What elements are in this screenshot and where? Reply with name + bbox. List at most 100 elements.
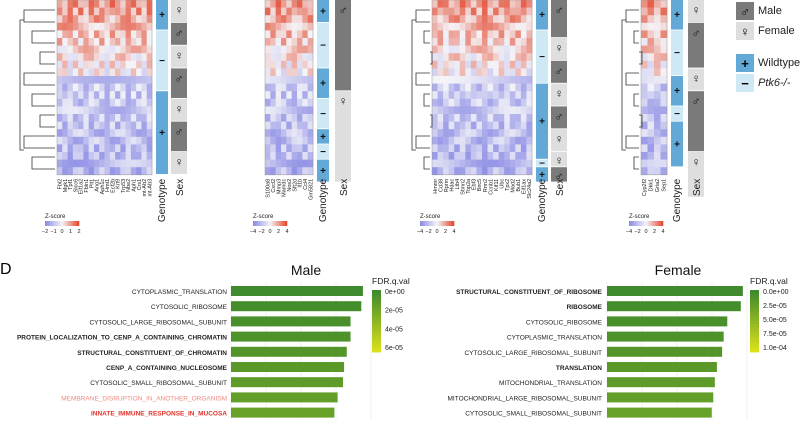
dendrogram-branch [23, 9, 55, 23]
heatmap-cell [286, 152, 292, 160]
heatmap-cell [515, 22, 522, 31]
heatmap-cell [487, 60, 494, 69]
zscore-colorbar-step [56, 221, 59, 226]
zscore-colorbar-step [431, 221, 434, 226]
heatmap-cell [275, 7, 282, 16]
genotype-cell-label: − [320, 147, 326, 158]
heatmap-cell [83, 7, 89, 16]
sex-cell [551, 38, 567, 60]
heatmap-cell [62, 121, 68, 130]
bar-category-label: RIBOSOME [567, 304, 603, 311]
heatmap-cell [448, 106, 455, 115]
heatmap-cell [647, 159, 655, 168]
heatmap-cell [286, 91, 292, 100]
heatmap-cell [88, 136, 95, 145]
heatmap-cell [515, 129, 522, 138]
heatmap-cell [660, 45, 668, 54]
dendrogram-branch [415, 72, 430, 86]
heatmap-cell [437, 7, 444, 16]
bar-mark [231, 301, 362, 312]
heatmap-cell [275, 45, 282, 54]
heatmap-cell [432, 53, 438, 62]
heatmap-cell [291, 68, 298, 77]
heatmap-cell [125, 7, 132, 16]
heatmap-cell [487, 45, 494, 54]
heatmap-cell [647, 7, 655, 16]
heatmap-cell [307, 114, 314, 122]
heatmap-cell [470, 91, 477, 100]
heatmap-cell [78, 144, 84, 153]
heatmap-cell [93, 121, 100, 130]
heatmap-cell [647, 53, 655, 62]
heatmap-cell [93, 0, 100, 8]
bar-category-label: CYTOSOLIC_LARGE_RIBOSOMAL_SUBUNIT [89, 319, 227, 326]
heatmap-cell [125, 136, 132, 145]
heatmap-cell [57, 152, 63, 160]
heatmap-cell [93, 60, 100, 69]
legend-male-label: Male [758, 5, 782, 17]
heatmap-cell [297, 0, 303, 8]
dendrogram-branch [423, 93, 430, 107]
heatmap-cell [115, 152, 121, 160]
heatmap-cell [432, 121, 438, 130]
heatmap-cell [307, 60, 314, 69]
heatmap-cell [83, 15, 89, 24]
genotype-axis-label: Genotype [537, 178, 548, 222]
heatmap-cell [83, 159, 89, 168]
fdr-colorbar-step [372, 339, 381, 344]
heatmap-cell [509, 38, 516, 46]
heatmap-cell [78, 45, 84, 54]
heatmap-cell [275, 136, 282, 145]
dendrogram-branch [39, 114, 55, 128]
heatmap-cell [125, 91, 132, 100]
heatmap-cell [93, 114, 100, 122]
heatmap-cell [281, 22, 287, 31]
heatmap-cell [482, 159, 488, 168]
heatmap-cell [448, 60, 455, 69]
heatmap-cell [265, 114, 271, 122]
heatmap-cell [286, 83, 292, 92]
bar-mark [231, 316, 351, 327]
heatmap-cell [275, 83, 282, 92]
heatmap-cell [448, 83, 455, 92]
heatmap-cell [67, 91, 74, 100]
bar-mark [607, 346, 723, 357]
gene-label: Slcc6 [73, 179, 79, 192]
heatmap-cell [109, 98, 116, 107]
heatmap-cell [465, 144, 472, 153]
sex-cell [551, 0, 567, 38]
heatmap-cell [509, 159, 516, 168]
heatmap-cell [78, 22, 84, 31]
sex-cell [551, 83, 567, 106]
heatmap-cell [465, 76, 472, 84]
heatmap-cell [448, 136, 455, 145]
heatmap-cell [448, 7, 455, 16]
heatmap-cell [302, 45, 308, 54]
heatmap-cell [78, 15, 84, 24]
gene-label: Stmn2 [461, 179, 467, 195]
genotype-cell-label: − [320, 109, 326, 120]
bar-category-label: CYTOSOLIC_RIBOSOME [526, 319, 603, 326]
heatmap-cell [487, 121, 494, 130]
heatmap-cell [465, 30, 472, 39]
heatmap-cell [302, 91, 308, 100]
heatmap-cell [526, 129, 533, 138]
heatmap-cell [297, 7, 303, 16]
zscore-colorbar-step [420, 221, 422, 226]
heatmap-cell [99, 91, 105, 100]
heatmap-cell [93, 91, 100, 100]
fdr-colorbar-step [750, 330, 759, 334]
zscore-colorbar-step [654, 221, 657, 226]
heatmap-cell [99, 45, 105, 54]
heatmap-cell [654, 30, 661, 39]
fdr-colorbar-step [750, 339, 759, 344]
bar-mark [607, 331, 724, 342]
heatmap-cell [146, 38, 153, 46]
heatmap-cell [286, 106, 292, 115]
heatmap-cell [120, 98, 126, 107]
zscore-colorbar-step [649, 221, 652, 226]
heatmap-cell [265, 60, 271, 69]
heatmap-cell [660, 0, 668, 8]
heatmap-cell [647, 83, 655, 92]
heatmap-cell [641, 60, 648, 69]
